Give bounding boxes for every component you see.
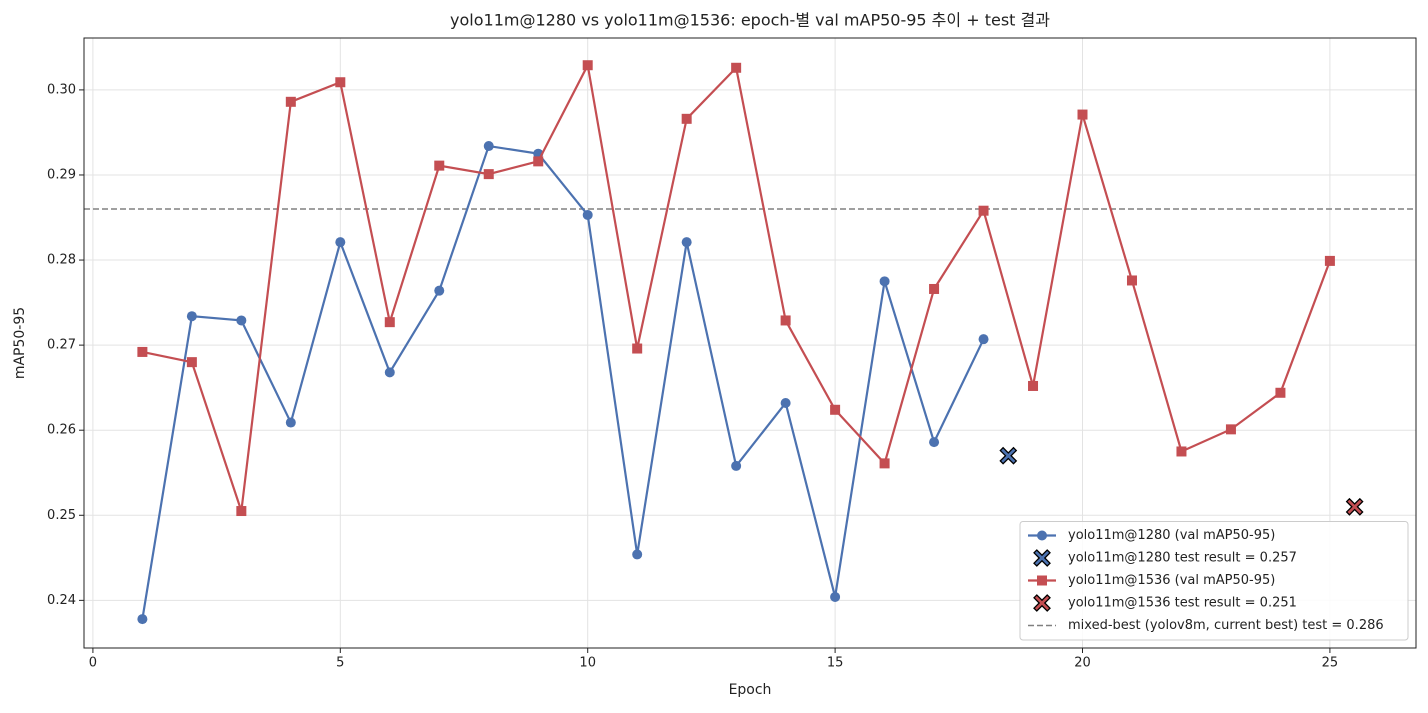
y-tick-label: 0.28 — [47, 253, 76, 268]
point — [1028, 380, 1039, 391]
point — [137, 346, 148, 357]
y-tick-label: 0.30 — [47, 82, 76, 97]
point — [1077, 109, 1088, 120]
x-tick-label: 10 — [579, 656, 596, 671]
point — [335, 77, 346, 88]
test-marker — [1345, 497, 1364, 516]
legend-label: yolo11m@1280 (val mAP50-95) — [1068, 528, 1275, 543]
point — [830, 591, 841, 602]
point — [929, 283, 940, 294]
point — [533, 156, 544, 167]
x-axis-label: Epoch — [729, 682, 772, 698]
point — [137, 614, 148, 625]
legend-label: yolo11m@1280 test result = 0.257 — [1068, 551, 1297, 566]
series-line — [141, 144, 985, 620]
point — [632, 549, 643, 560]
point — [483, 169, 494, 180]
point — [830, 404, 841, 415]
point — [285, 417, 296, 428]
y-axis-label: mAP50-95 — [12, 307, 28, 379]
point — [780, 397, 791, 408]
point — [1324, 255, 1335, 266]
x-tick-label: 15 — [827, 656, 844, 671]
y-tick-label: 0.26 — [47, 423, 76, 438]
point — [731, 62, 742, 73]
legend: yolo11m@1280 (val mAP50-95) yolo11m@1280 … — [1019, 521, 1409, 641]
point — [186, 311, 197, 322]
x-tick-label: 5 — [336, 656, 344, 671]
point — [978, 334, 989, 345]
point — [434, 285, 445, 296]
point — [186, 357, 197, 368]
legend-label: mixed-best (yolov8m, current best) test … — [1068, 618, 1384, 633]
legend-box — [1019, 521, 1409, 641]
point — [929, 437, 940, 448]
legend-label: yolo11m@1536 test result = 0.251 — [1068, 596, 1297, 611]
chart-title: yolo11m@1280 vs yolo11m@1536: epoch-별 va… — [450, 11, 1050, 30]
legend-marker — [1033, 549, 1051, 567]
point — [780, 315, 791, 326]
x-tick-label: 25 — [1322, 656, 1339, 671]
point — [731, 460, 742, 471]
point — [582, 60, 593, 71]
x-tick-label: 20 — [1074, 656, 1091, 671]
y-tick-label: 0.29 — [47, 167, 76, 182]
test-marker — [999, 446, 1018, 465]
point — [632, 343, 643, 354]
point — [1225, 424, 1236, 435]
point — [1176, 446, 1187, 457]
point — [236, 506, 247, 517]
point — [582, 209, 593, 220]
point — [285, 96, 296, 107]
legend-marker — [1037, 575, 1047, 586]
point — [483, 141, 494, 152]
legend-marker — [1037, 530, 1047, 541]
point — [335, 237, 346, 248]
y-tick-label: 0.25 — [47, 508, 76, 523]
point — [236, 315, 247, 326]
y-tick-label: 0.27 — [47, 338, 76, 353]
x-tick-label: 0 — [89, 656, 97, 671]
point — [384, 367, 395, 378]
point — [681, 113, 692, 124]
point — [384, 317, 395, 328]
legend-marker — [1033, 594, 1051, 612]
plot-frame — [83, 37, 1417, 649]
point — [1275, 387, 1286, 398]
point — [1126, 275, 1137, 286]
legend-label: yolo11m@1536 (val mAP50-95) — [1068, 573, 1275, 588]
point — [879, 276, 890, 287]
point — [434, 160, 445, 171]
point — [978, 205, 989, 216]
point — [681, 237, 692, 248]
point — [879, 458, 890, 469]
y-tick-label: 0.24 — [47, 593, 76, 608]
